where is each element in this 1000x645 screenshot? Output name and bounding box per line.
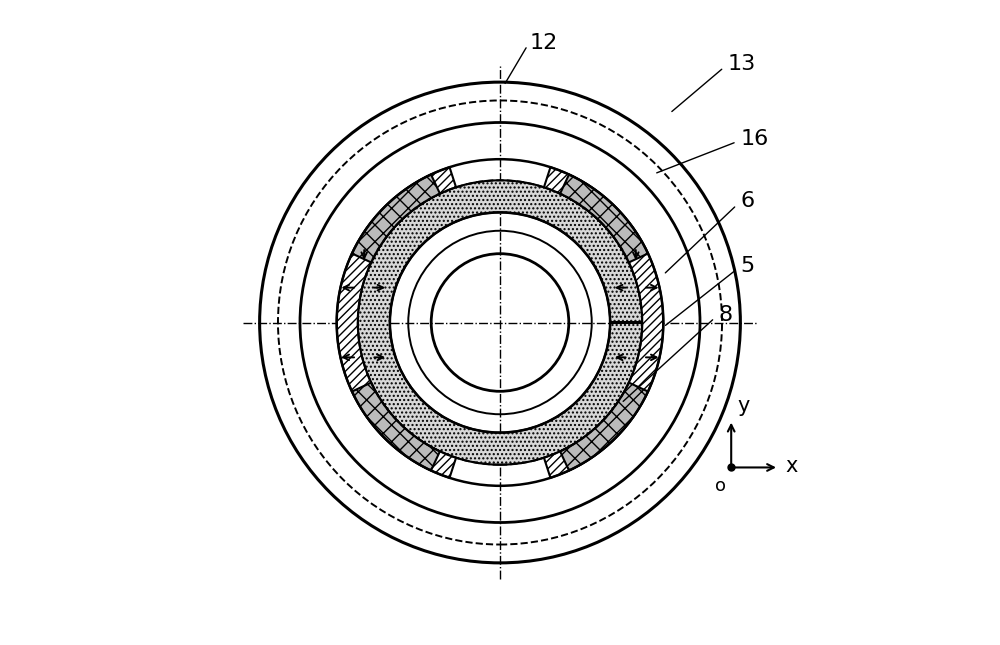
Text: 8: 8: [718, 305, 732, 325]
Polygon shape: [337, 167, 456, 478]
Text: 16: 16: [740, 129, 769, 149]
Polygon shape: [352, 382, 440, 470]
Polygon shape: [544, 167, 663, 478]
Polygon shape: [560, 382, 648, 470]
Text: 12: 12: [529, 33, 558, 53]
Text: 6: 6: [740, 192, 754, 212]
Text: y: y: [738, 396, 750, 416]
Text: x: x: [785, 455, 798, 475]
Text: o: o: [715, 477, 726, 495]
Polygon shape: [560, 175, 648, 263]
Text: 5: 5: [740, 255, 755, 275]
Text: 13: 13: [728, 54, 756, 74]
Polygon shape: [358, 181, 642, 464]
Polygon shape: [352, 175, 440, 263]
